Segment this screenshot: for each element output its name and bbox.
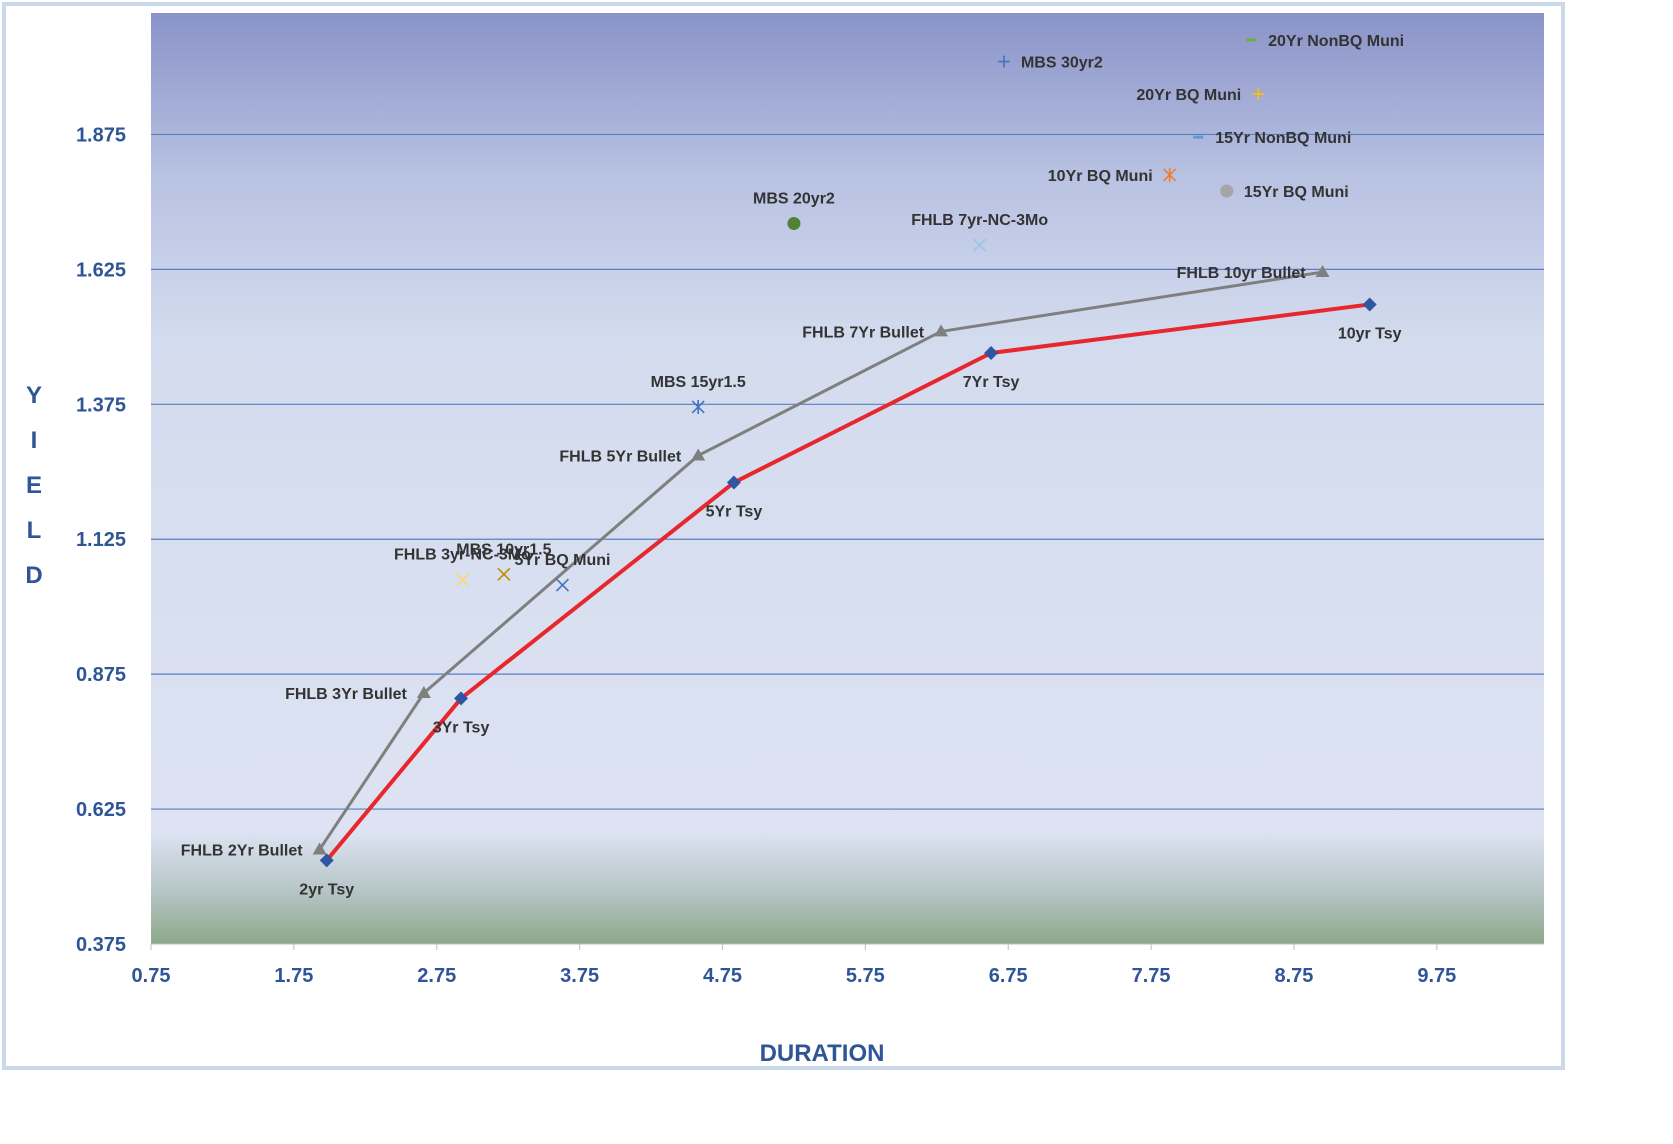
x-tick-label: 6.75 xyxy=(989,965,1028,987)
x-tick-label: 0.75 xyxy=(132,965,171,987)
y-tick-label: 0.375 xyxy=(76,934,126,956)
x-tick-label: 5.75 xyxy=(846,965,885,987)
x-tick-label: 2.75 xyxy=(417,965,456,987)
x-tick-label: 3.75 xyxy=(560,965,599,987)
series-0 xyxy=(319,297,1377,868)
point-label: 5Yr BQ Muni xyxy=(514,552,610,569)
series-13 xyxy=(555,578,570,592)
point-label: 5Yr Tsy xyxy=(706,504,763,521)
plus-marker xyxy=(997,55,1010,68)
triangle-marker xyxy=(934,324,949,337)
series-4 xyxy=(1252,87,1265,100)
point-label: MBS 20yr2 xyxy=(753,190,835,207)
series-8 xyxy=(787,216,801,230)
point-labels: 2yr Tsy 3Yr Tsy 5Yr Tsy 7Yr Tsy 10yr Tsy FHLB… xyxy=(181,33,1404,898)
x-marker xyxy=(973,238,987,252)
x-axis-title: DURATION xyxy=(760,1040,885,1067)
triangle-marker xyxy=(1315,265,1330,278)
axis-ticks: 0.375 0.625 0.875 1.125 1.375 1.625 1.875 0.75 1… xyxy=(76,124,1456,987)
point-label: MBS 15yr1.5 xyxy=(651,374,746,391)
y-tick-label: 0.875 xyxy=(76,664,126,686)
point-label: FHLB 5Yr Bullet xyxy=(559,449,681,466)
diamond-marker xyxy=(1362,297,1377,312)
grid-lines xyxy=(151,133,1544,945)
point-label: FHLB 2Yr Bullet xyxy=(181,843,303,860)
x-tick-label: 8.75 xyxy=(1275,965,1314,987)
series-6 xyxy=(1163,167,1177,182)
point-label: FHLB 3yr-NC-3Mo xyxy=(394,547,531,564)
triangle-marker xyxy=(312,842,327,855)
point-label: FHLB 10yr Bullet xyxy=(1177,265,1307,282)
asterisk-marker xyxy=(1163,167,1177,182)
triangle-marker xyxy=(691,448,706,461)
y-axis-title-letter: I xyxy=(31,427,38,454)
series-7 xyxy=(1220,184,1234,198)
point-label: 15Yr NonBQ Muni xyxy=(1215,130,1351,147)
diamond-marker xyxy=(984,346,999,361)
y-tick-label: 1.625 xyxy=(76,259,126,281)
point-label: 10Yr BQ Muni xyxy=(1048,168,1153,185)
circle-marker xyxy=(1220,184,1234,198)
diamond-marker xyxy=(454,691,469,706)
point-label: 20Yr NonBQ Muni xyxy=(1268,33,1404,50)
series-2 xyxy=(997,55,1010,68)
x-marker xyxy=(455,573,470,587)
triangle-marker xyxy=(416,686,431,699)
series-10 xyxy=(691,399,705,414)
plot-area xyxy=(151,13,1544,944)
point-label: MBS 30yr2 xyxy=(1021,55,1103,72)
circle-marker xyxy=(787,216,801,230)
y-axis-title-letter: L xyxy=(27,517,42,544)
series-9 xyxy=(973,238,987,252)
point-label: FHLB 7yr-NC-3Mo xyxy=(911,212,1048,229)
point-label: MBS 10yr1.5 xyxy=(456,541,551,558)
series-group xyxy=(312,38,1377,868)
point-label: 7Yr Tsy xyxy=(963,374,1020,391)
x-tick-label: 7.75 xyxy=(1132,965,1171,987)
x-marker xyxy=(497,567,511,581)
point-label: 15Yr BQ Muni xyxy=(1244,184,1349,201)
x-tick-label: 1.75 xyxy=(274,965,313,987)
x-marker xyxy=(555,578,570,592)
diamond-marker xyxy=(319,853,334,868)
y-tick-label: 1.875 xyxy=(76,124,126,146)
y-axis-title-letter: E xyxy=(26,472,42,499)
diamond-marker xyxy=(726,475,741,490)
y-tick-label: 1.125 xyxy=(76,529,126,551)
y-tick-label: 0.625 xyxy=(76,799,126,821)
point-label: FHLB 3Yr Bullet xyxy=(285,686,407,703)
point-label: 10yr Tsy xyxy=(1338,325,1402,342)
point-label: FHLB 7Yr Bullet xyxy=(802,324,924,341)
y-axis-title-letter: Y xyxy=(26,382,42,409)
plus-marker xyxy=(1252,87,1265,100)
x-tick-label: 9.75 xyxy=(1417,965,1456,987)
series-12 xyxy=(497,567,511,581)
y-tick-label: 1.375 xyxy=(76,394,126,416)
series-1 xyxy=(312,265,1330,855)
x-tick-label: 4.75 xyxy=(703,965,742,987)
series-11 xyxy=(455,573,470,587)
point-label: 3Yr Tsy xyxy=(433,719,490,736)
point-label: 2yr Tsy xyxy=(299,881,354,898)
y-axis-title-letter: D xyxy=(25,562,42,589)
point-label: 20Yr BQ Muni xyxy=(1136,87,1241,104)
asterisk-marker xyxy=(691,399,705,414)
